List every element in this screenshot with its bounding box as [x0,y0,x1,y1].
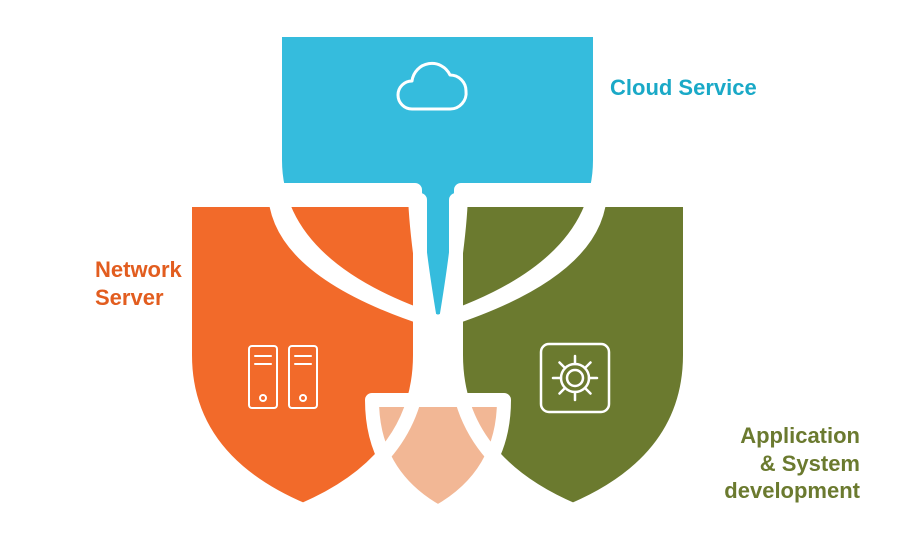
label-network-server-line2: Server [95,285,164,310]
label-appsys-line3: development [724,478,860,503]
label-app-system-dev: Application & System development [640,422,860,505]
label-cloud-service-text: Cloud Service [610,75,757,100]
label-appsys-line1: Application [740,423,860,448]
label-network-server: Network Server [95,256,255,311]
label-network-server-line1: Network [95,257,182,282]
label-appsys-line2: & System [760,451,860,476]
venn-diagram: Cloud Service Network Server Application… [0,0,918,542]
label-cloud-service: Cloud Service [610,74,830,102]
